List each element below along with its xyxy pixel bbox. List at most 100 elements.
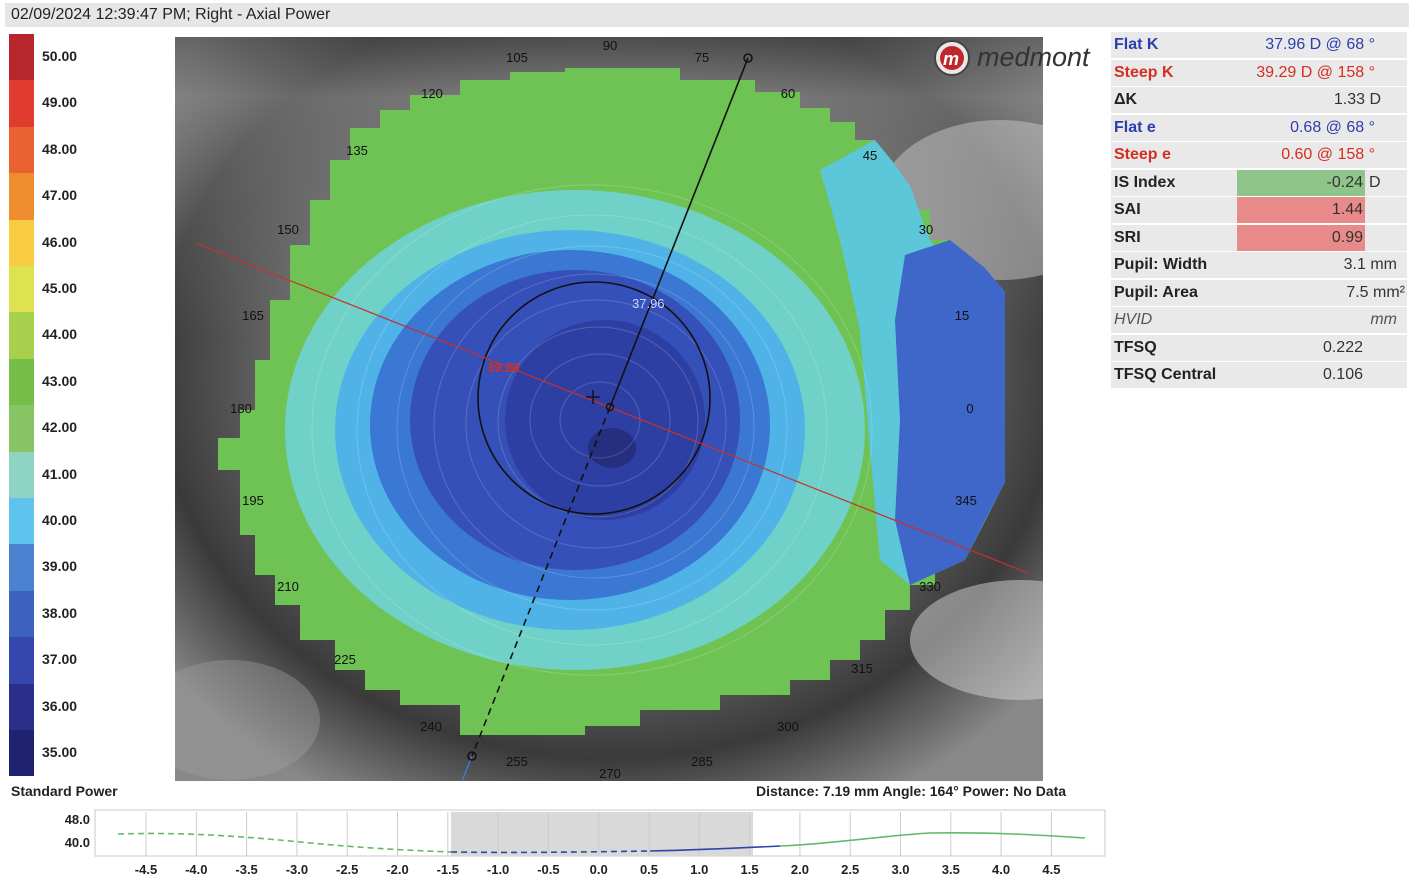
profile-line-solid [609,57,749,408]
svg-text:m: m [943,49,959,69]
color-scale-legend: 50.00 49.00 48.00 47.00 46.00 45.00 44.00 43.00… [9,34,119,777]
angle-label: 255 [506,754,528,769]
hvid-label: HVID [1114,311,1153,328]
sai-label: SAI [1114,201,1141,218]
flat-k-label: Flat K [1114,36,1159,53]
legend-swatch [9,730,34,777]
legend-row: 41.00 [9,451,119,498]
profile-x-tick-label: -4.0 [185,862,207,877]
profile-readout: Distance: 7.19 mm Angle: 164° Power: No … [756,783,1067,799]
angle-label: 270 [599,766,621,781]
scale-type-label[interactable]: Standard Power [11,783,118,799]
flat-k-row: Flat K 37.96 D @ 68 ° [1111,32,1407,58]
sri-label: SRI [1114,228,1141,246]
legend-swatch [9,312,34,359]
legend-label: 38.00 [42,604,78,621]
angle-label: 0 [966,401,973,416]
profile-x-tick-label: 3.5 [942,862,960,877]
profile-x-tick-label: 2.5 [841,862,859,877]
profile-x-tick-label: -3.0 [286,862,308,877]
legend-label: 36.00 [42,697,78,714]
angle-label: 195 [242,493,264,508]
sri-value: 0.99 [1331,228,1363,246]
tfsq-central-label: TFSQ Central [1114,366,1217,383]
profile-handle-bottom[interactable] [467,751,477,761]
legend-row: 44.00 [9,312,119,359]
window-title: 02/09/2024 12:39:47 PM; Right - Axial Po… [5,3,1409,27]
legend-row: 46.00 [9,219,119,266]
sai-highlight [1237,197,1365,223]
legend-row: 49.00 [9,80,119,127]
legend-swatch [9,126,34,174]
profile-x-tick-label: -2.5 [336,862,358,877]
legend-swatch [9,405,34,452]
angle-label: 330 [919,579,941,594]
profile-curve-right-green [779,832,1086,847]
profile-x-tick-label: 0.5 [640,862,658,877]
legend-row: 37.00 [9,637,119,684]
map-blue-right [895,240,1005,585]
legend-row: 40.00 [9,498,119,545]
angle-label: 180 [230,401,252,416]
hvid-row: HVID mm [1111,307,1407,333]
angle-label: 120 [421,86,443,101]
angle-label: 75 [695,50,709,65]
tfsq-value: 0.222 [1322,338,1363,356]
angle-label: 45 [863,148,877,163]
delta-k-value: 1.33 D [1333,91,1381,108]
profile-x-tick-label: 1.0 [690,862,708,877]
legend-label: 44.00 [42,326,78,343]
pupil-width-label: Pupil: Width [1114,256,1208,273]
legend-swatch [9,451,34,498]
pupil-center-cross-icon [586,390,600,404]
legend-swatch [9,498,34,545]
profile-handle-top[interactable] [743,53,753,63]
steep-k-map-label: 39.29 [487,360,520,375]
profile-x-tick-label: 0.0 [590,862,608,877]
legend-swatch [9,358,34,406]
profile-y-tick-label: 48.0 [65,812,90,827]
steep-meridian-line [194,242,1029,574]
delta-k-label: ΔK [1114,91,1138,108]
legend-row: 35.00 [9,730,119,777]
profile-x-tick-label: -4.5 [135,862,157,877]
legend-row: 38.00 [9,590,119,638]
legend-swatch [9,590,34,638]
legend-label: 50.00 [42,48,78,64]
angle-label: 60 [781,86,795,101]
profile-curve-right [649,845,781,852]
delta-k-row: ΔK 1.33 D [1111,87,1407,113]
pupil-area-label: Pupil: Area [1114,283,1198,301]
flat-e-value: 0.68 @ 68 ° [1290,118,1375,136]
flat-k-map-label: 37.96 [632,296,665,311]
angle-labels: 9075604530150345330315300285270255240225… [230,38,977,781]
angle-label: 135 [346,143,368,158]
legend-swatch [9,173,34,220]
angle-label: 345 [955,493,977,508]
is-index-unit: D [1369,173,1381,191]
flat-k-value: 37.96 D @ 68 ° [1265,36,1375,53]
legend-swatch [9,683,34,730]
map-center-spot [588,428,636,468]
pupil-width-row: Pupil: Width 3.1 mm [1111,252,1407,278]
angle-label: 210 [277,579,299,594]
profile-x-tick-label: -2.0 [386,862,408,877]
legend-swatch [9,544,34,591]
medmont-logo: m medmont [934,40,1091,76]
steep-e-value: 0.60 @ 158 ° [1281,146,1375,163]
profile-x-tick-label: -0.5 [537,862,559,877]
legend-row: 42.00 [9,405,119,452]
legend-label: 40.00 [42,512,78,528]
sri-row: SRI 0.99 [1111,224,1407,251]
legend-row: 43.00 [9,358,119,406]
power-profile-chart[interactable]: 48.0 40.0 -4.5 -4.0 -3.5 -3.0 -2.5 -2.0 -1.5 -1.… [65,809,1106,877]
legend-label: 41.00 [42,465,78,482]
profile-x-tick-label: -1.5 [437,862,459,877]
tfsq-central-value: 0.106 [1322,366,1363,383]
legend-label: 43.00 [42,372,78,389]
angle-label: 15 [955,308,969,323]
profile-x-tick-label: 2.0 [791,862,809,877]
pupil-width-value: 3.1 mm [1343,256,1397,273]
legend-label: 45.00 [42,280,78,296]
